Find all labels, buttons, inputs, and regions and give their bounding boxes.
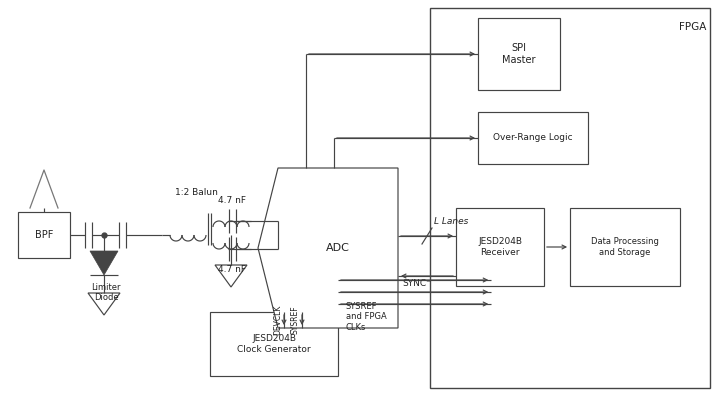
Text: 4.7 nF: 4.7 nF xyxy=(218,196,246,205)
Text: SYSREF
and FPGA
CLKs: SYSREF and FPGA CLKs xyxy=(346,302,387,332)
Text: Limiter
Diode: Limiter Diode xyxy=(91,283,121,303)
Text: SPI
Master: SPI Master xyxy=(503,43,536,65)
Text: ADC: ADC xyxy=(326,243,350,253)
Text: Data Processing
and Storage: Data Processing and Storage xyxy=(591,237,659,257)
Text: JESD204B
Clock Generator: JESD204B Clock Generator xyxy=(238,334,310,354)
Text: JESD204B
Receiver: JESD204B Receiver xyxy=(478,237,522,257)
Text: 4.7 nF: 4.7 nF xyxy=(218,265,246,274)
Text: L Lanes: L Lanes xyxy=(434,217,469,226)
Bar xyxy=(18,212,70,258)
Bar xyxy=(478,112,588,164)
Bar xyxy=(210,312,338,376)
Polygon shape xyxy=(90,251,118,275)
Text: SYNC⁻: SYNC⁻ xyxy=(402,279,431,288)
Bar xyxy=(570,208,680,286)
Bar xyxy=(430,8,710,388)
Text: Over-Range Logic: Over-Range Logic xyxy=(493,133,573,143)
Text: SYSREF: SYSREF xyxy=(291,306,300,335)
Text: DEVCLK: DEVCLK xyxy=(273,305,282,335)
Text: 1:2 Balun: 1:2 Balun xyxy=(175,188,217,197)
Bar xyxy=(478,18,560,90)
Bar xyxy=(456,208,544,286)
Text: BPF: BPF xyxy=(35,230,53,240)
Polygon shape xyxy=(258,168,398,328)
Text: FPGA: FPGA xyxy=(679,22,706,32)
